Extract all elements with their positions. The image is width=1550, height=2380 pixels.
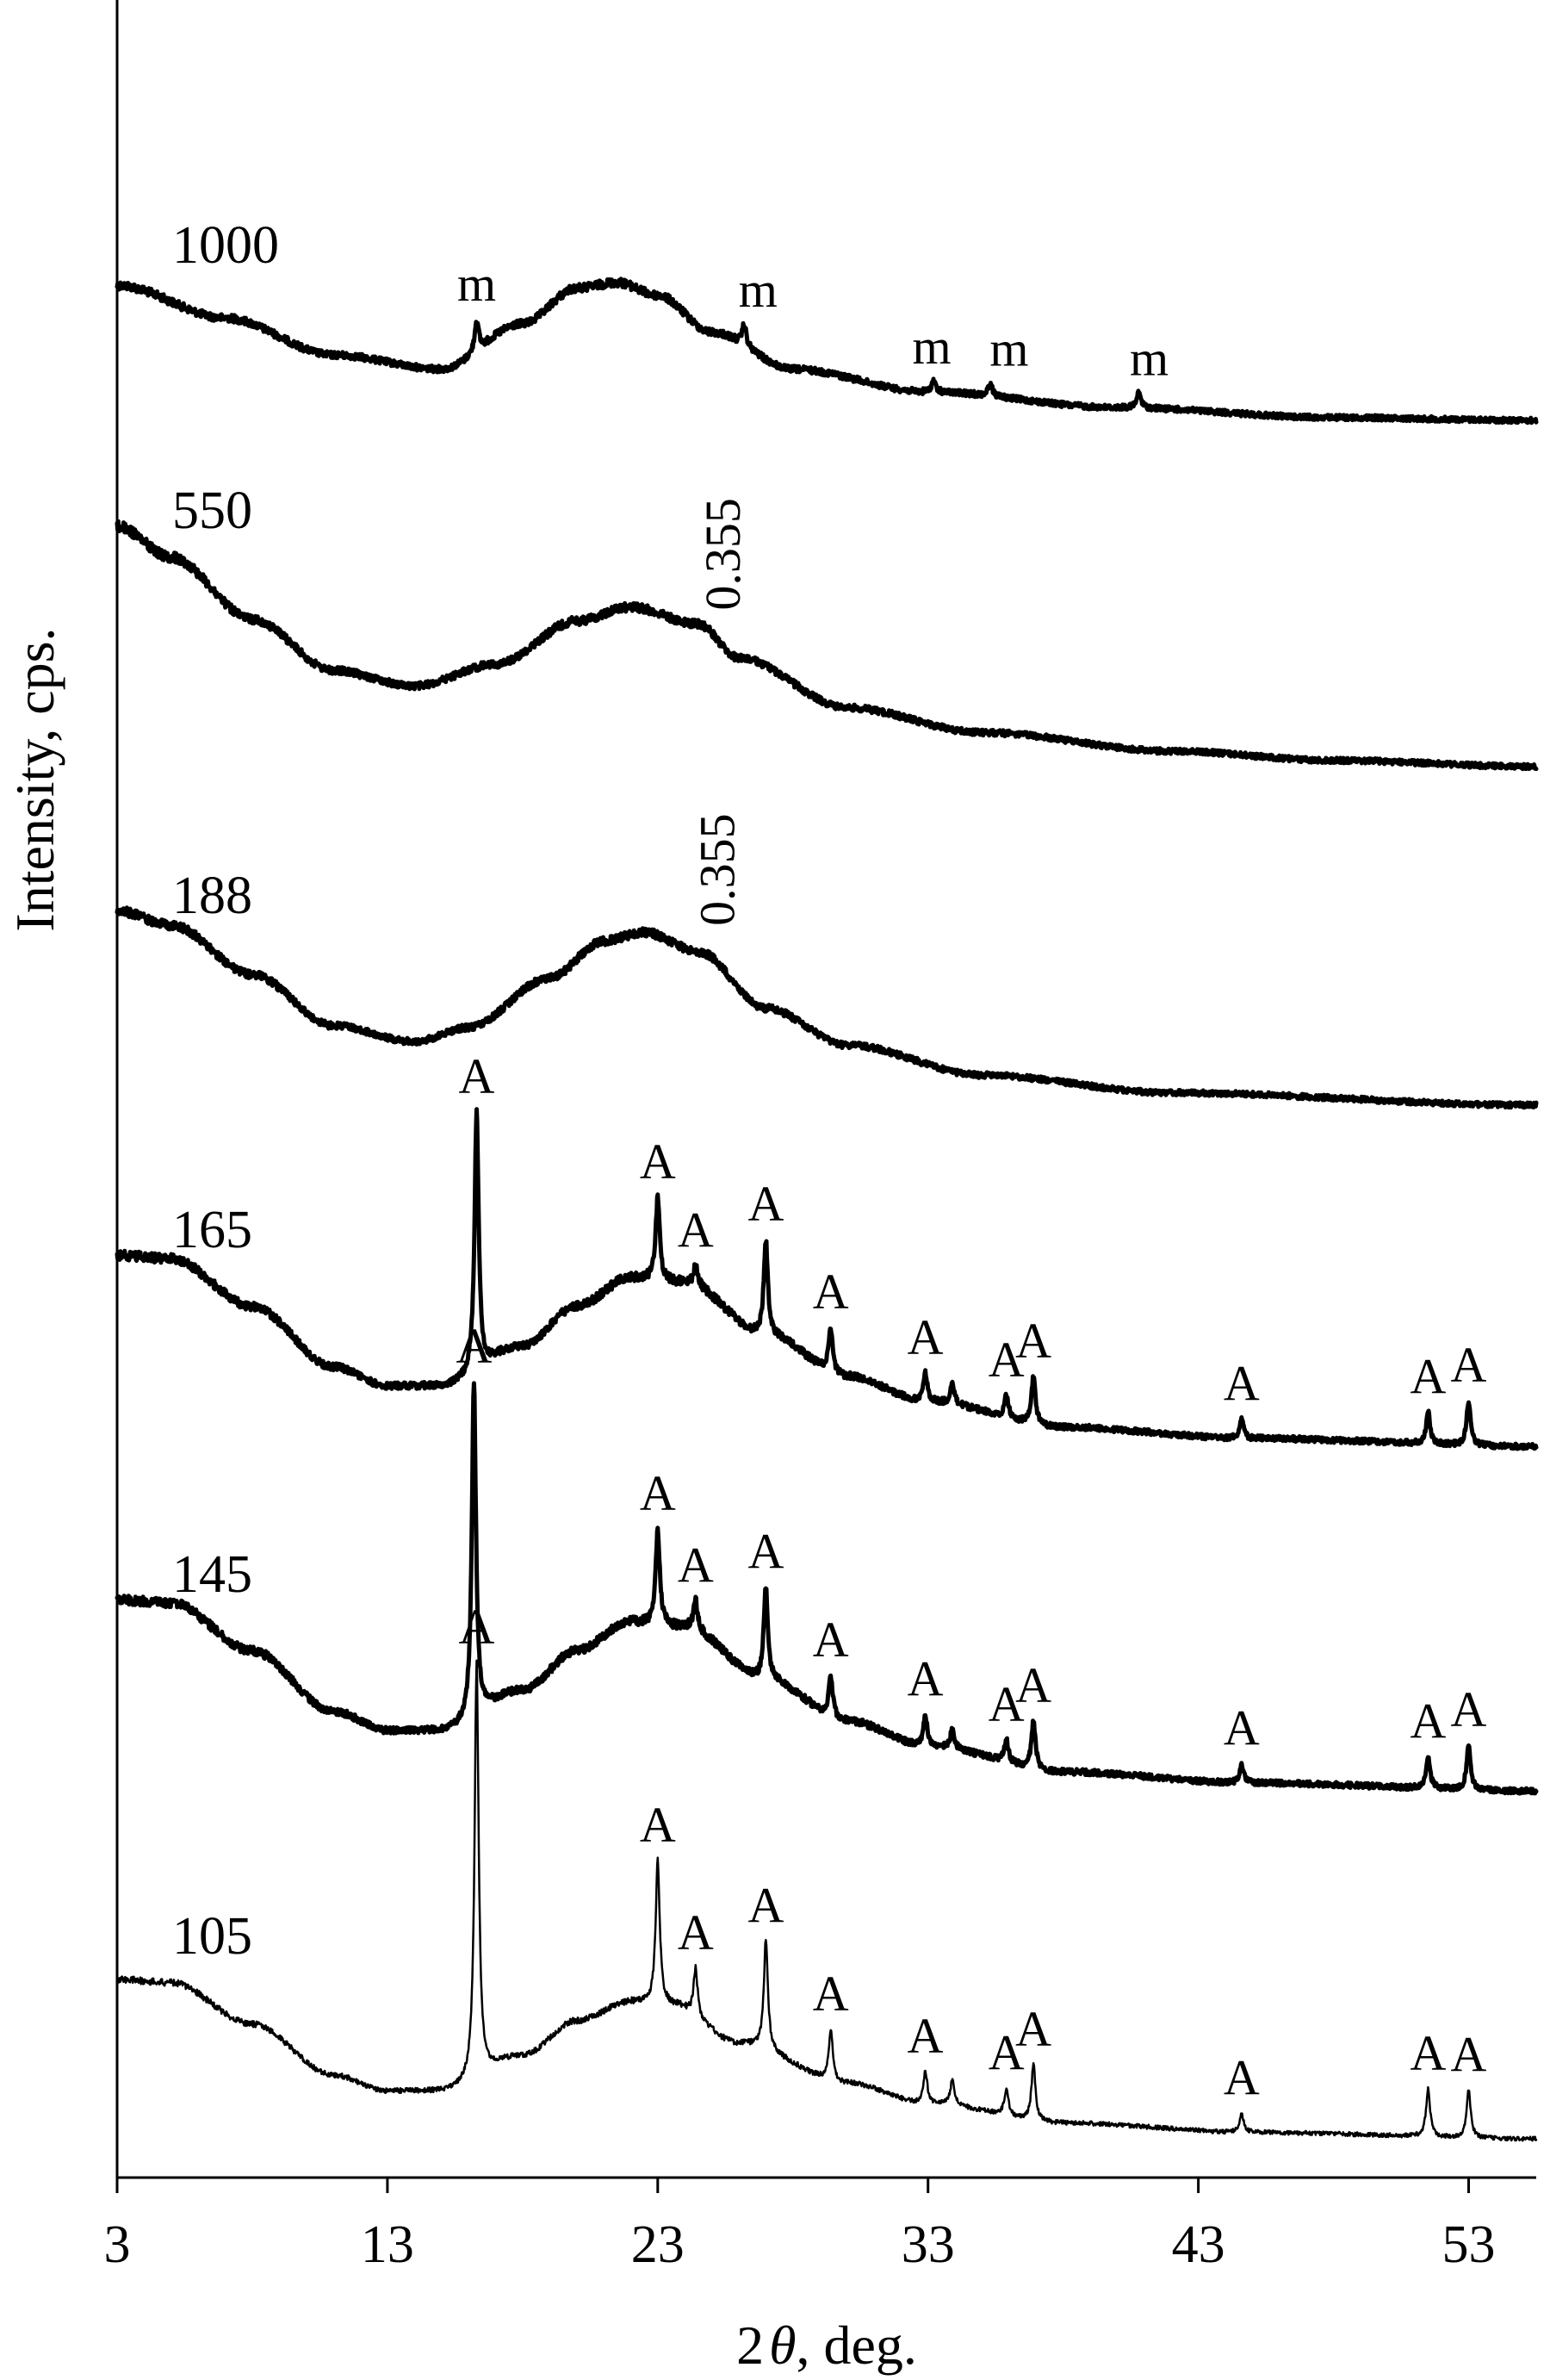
peak-label-145-0: A (456, 1318, 492, 1374)
peak-label-1000-1: m (739, 262, 778, 318)
x-tick-label-53: 53 (1442, 2215, 1496, 2274)
peak-label-165-2: A (678, 1202, 714, 1258)
peak-label-105-8: A (1015, 2001, 1051, 2057)
peak-label-105-7: A (989, 2025, 1025, 2081)
peak-label-1000-2: m (912, 319, 951, 375)
x-tick-label-23: 23 (631, 2215, 685, 2274)
peak-label-165-7: A (989, 1332, 1025, 1388)
x-axis-title: 2θ, deg. (736, 2315, 917, 2376)
peak-label-105-9: A (1224, 2049, 1260, 2105)
peak-label-165-0: A (459, 1048, 495, 1104)
peak-label-165-9: A (1224, 1356, 1260, 1412)
series-label-145: 145 (172, 1545, 252, 1604)
pattern-line-1000 (115, 277, 1539, 426)
series-label-1000: 1000 (172, 216, 279, 275)
series-label-165: 165 (172, 1201, 252, 1259)
peak-label-1000-4: m (1130, 330, 1169, 386)
x-axis-title-prefix: 2 (736, 2315, 764, 2376)
peak-label-145-5: A (908, 1650, 944, 1706)
x-ticks-group: 3 13 23 33 43 53 (104, 2178, 1496, 2274)
peak-label-105-3: A (747, 1877, 784, 1933)
annotation-188: 0.355 (690, 813, 746, 926)
peak-label-145-9: A (1224, 1700, 1260, 1756)
pattern-line-145 (115, 1381, 1539, 1796)
peak-label-145-11: A (1451, 1681, 1487, 1737)
x-axis-title-suffix: , deg. (797, 2315, 917, 2376)
peak-label-145-7: A (989, 1676, 1025, 1732)
peak-label-105-5: A (908, 2008, 944, 2064)
peak-label-165-1: A (640, 1134, 676, 1190)
peak-label-105-4: A (813, 1966, 849, 2022)
pattern-line-188 (115, 905, 1539, 1110)
peak-label-165-5: A (908, 1309, 944, 1365)
x-tick-label-43: 43 (1172, 2215, 1225, 2274)
peak-label-145-4: A (813, 1612, 849, 1668)
patterns-group (115, 277, 1539, 2142)
peak-label-145-8: A (1015, 1657, 1051, 1713)
peak-label-105-0: A (459, 1599, 495, 1655)
series-label-188: 188 (172, 867, 252, 925)
peak-label-145-3: A (747, 1524, 784, 1580)
peak-label-145-10: A (1410, 1693, 1446, 1749)
series-label-550: 550 (172, 482, 252, 540)
peak-label-105-11: A (1451, 2026, 1487, 2082)
x-tick-label-33: 33 (902, 2215, 955, 2274)
x-tick-label-13: 13 (361, 2215, 414, 2274)
y-axis-title: Intensity, cps. (4, 627, 65, 931)
peak-label-165-11: A (1451, 1337, 1487, 1393)
x-axis-title-symbol: θ (769, 2315, 796, 2376)
peak-label-165-4: A (813, 1264, 849, 1320)
peak-label-165-10: A (1410, 1348, 1446, 1404)
pattern-line-550 (115, 519, 1539, 772)
peak-label-165-8: A (1015, 1313, 1051, 1369)
peak-label-1000-3: m (989, 321, 1028, 377)
peak-label-105-1: A (640, 1797, 676, 1853)
x-tick-label-3: 3 (104, 2215, 131, 2274)
peak-label-165-3: A (747, 1176, 784, 1232)
series-label-105: 105 (172, 1907, 252, 1966)
peak-label-1000-0: m (457, 256, 496, 312)
peak-label-105-10: A (1410, 2025, 1446, 2081)
peak-label-105-2: A (678, 1905, 714, 1961)
pattern-line-165 (115, 1107, 1539, 1451)
peak-label-145-1: A (640, 1465, 676, 1521)
annotation-550: 0.355 (695, 498, 751, 611)
pattern-line-105 (115, 1659, 1538, 2142)
peak-label-145-2: A (678, 1537, 714, 1593)
